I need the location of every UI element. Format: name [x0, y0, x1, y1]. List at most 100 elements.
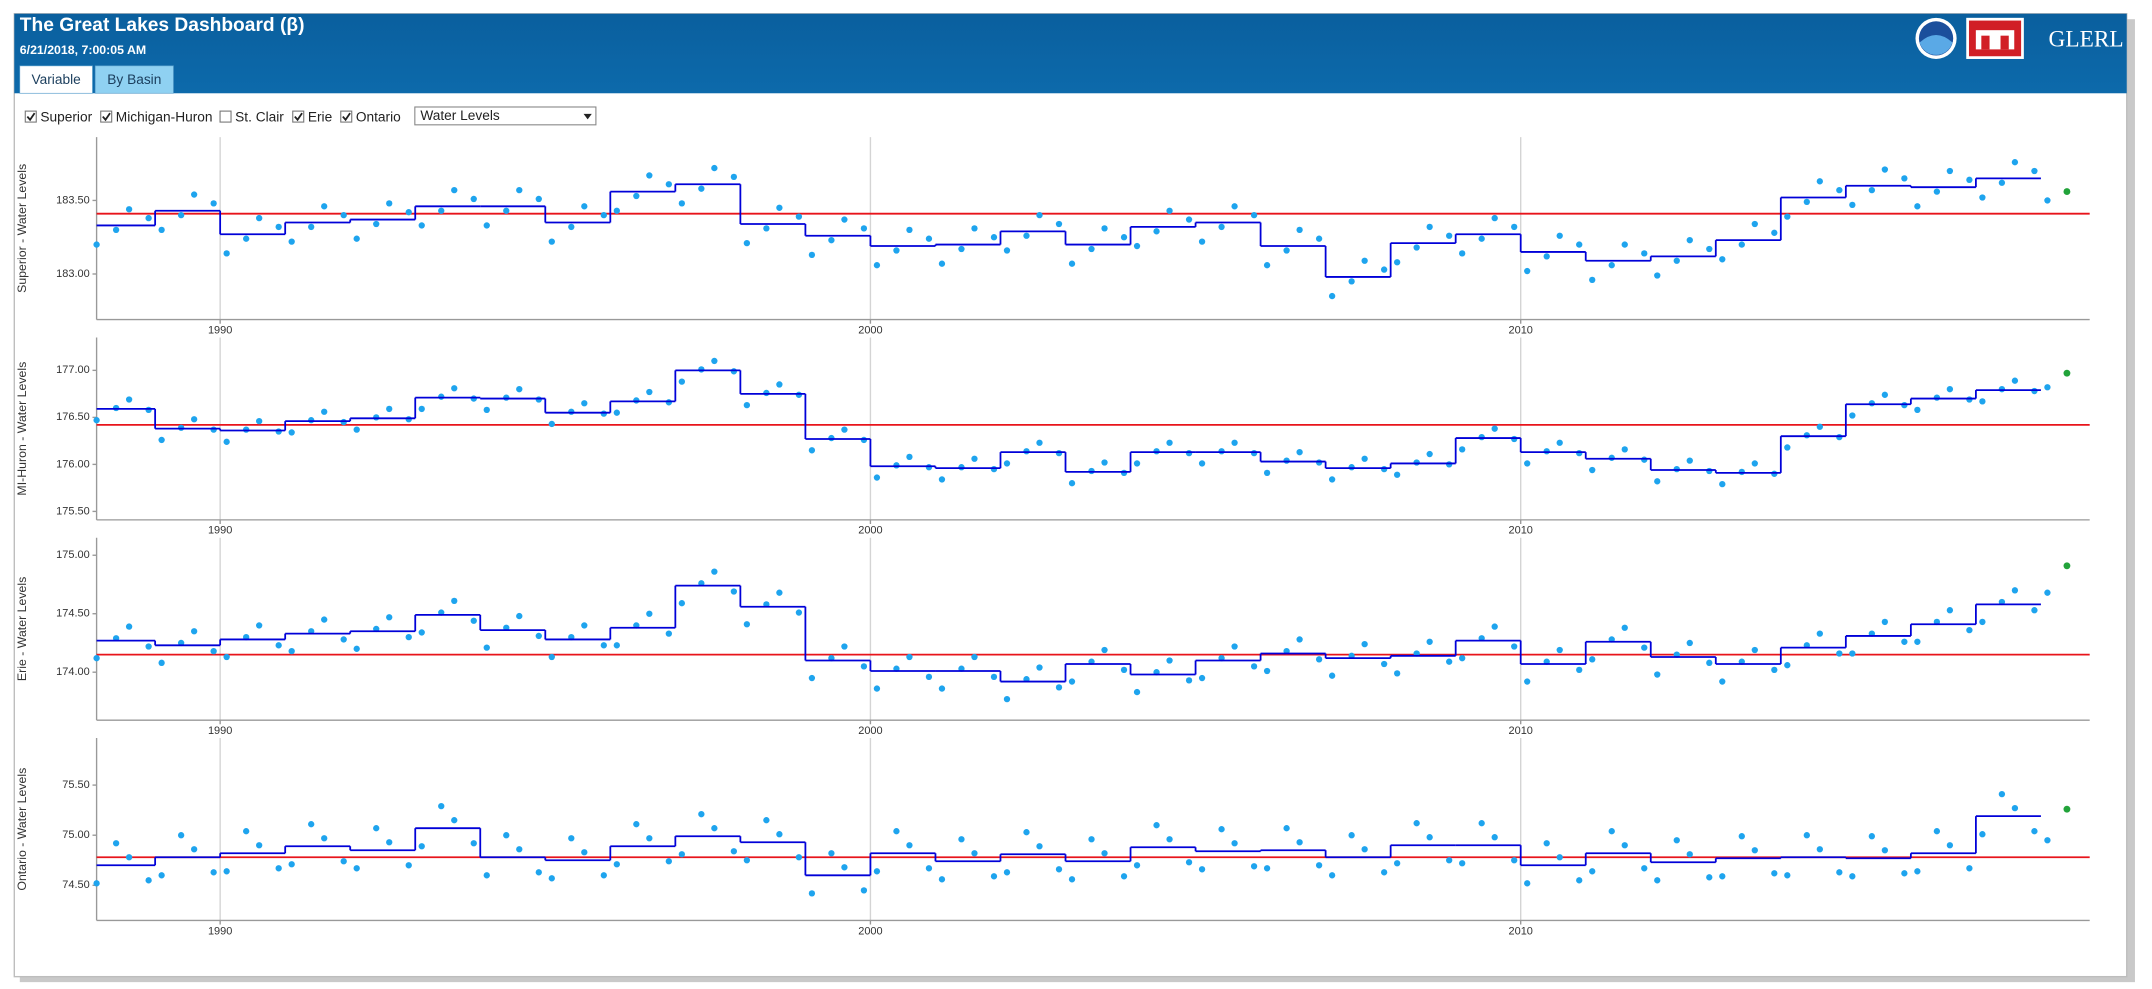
water-level-point: [1153, 822, 1160, 829]
water-level-point: [275, 428, 282, 435]
tab-label[interactable]: Variable: [32, 72, 82, 87]
water-level-point: [1771, 470, 1778, 477]
lake-checkbox[interactable]: Erie: [292, 110, 333, 125]
tab-bar: Variable By Basin: [19, 65, 174, 94]
checkbox[interactable]: [340, 110, 353, 123]
checkbox-label[interactable]: Michigan-Huron: [116, 110, 213, 125]
water-level-point: [711, 164, 718, 172]
water-level-point: [873, 262, 881, 269]
checkbox-label[interactable]: Superior: [40, 110, 92, 125]
water-level-point: [353, 865, 360, 872]
water-level-point: [860, 887, 868, 894]
checkbox[interactable]: [292, 110, 305, 123]
water-level-point: [938, 260, 946, 267]
water-level-point: [256, 417, 263, 425]
usace-logo: [1966, 17, 2024, 59]
water-level-point: [1185, 449, 1193, 457]
water-level-point: [125, 206, 133, 213]
water-level-point: [1153, 228, 1160, 235]
water-level-point: [177, 832, 185, 839]
water-level-point: [1380, 465, 1388, 473]
checkbox[interactable]: [24, 110, 37, 123]
checkbox-label[interactable]: Erie: [308, 110, 333, 125]
water-level-point: [646, 835, 653, 842]
water-level-point: [1868, 833, 1876, 840]
lake-chart: Erie - Water Levels 1990 2000 2010 174.00 174…: [15, 537, 2090, 737]
tab-background[interactable]: [19, 65, 93, 94]
lake-checkbox[interactable]: St. Clair: [219, 110, 284, 125]
water-level-point: [1361, 455, 1368, 462]
water-level-point: [1166, 439, 1173, 446]
water-level-point: [548, 238, 555, 245]
water-level-point: [1654, 478, 1661, 485]
tab-label[interactable]: By Basin: [107, 72, 161, 87]
water-level-point: [386, 614, 393, 621]
y-tick-label: 174.00: [56, 666, 90, 678]
water-level-point: [1120, 234, 1128, 241]
water-level-point: [125, 854, 133, 861]
water-level-point: [665, 399, 672, 406]
x-tick-label: 2000: [858, 725, 882, 737]
variable-select[interactable]: Water Levels: [414, 106, 597, 126]
water-level-point: [1836, 869, 1843, 876]
water-level-point: [145, 877, 152, 884]
water-level-point: [1816, 178, 1823, 185]
water-level-point: [1120, 666, 1128, 674]
checkmark: [102, 112, 111, 122]
x-tick-label: 2010: [1508, 725, 1532, 737]
dashboard-title: The Great Lakes Dashboard (β): [20, 15, 305, 36]
lake-checkbox[interactable]: Ontario: [340, 110, 401, 125]
water-level-point: [1511, 435, 1518, 443]
water-level-point: [1101, 850, 1108, 857]
water-level-point: [2011, 587, 2019, 594]
water-level-point: [1881, 166, 1889, 173]
water-level-point: [1621, 842, 1628, 849]
water-level-point: [1836, 433, 1843, 441]
select-value[interactable]: Water Levels: [420, 108, 500, 123]
water-level-point: [223, 250, 230, 257]
select-box[interactable]: [414, 106, 597, 126]
tab-background[interactable]: [94, 65, 174, 94]
water-level-point: [938, 685, 946, 692]
water-level-point: [210, 426, 217, 433]
water-level-point: [1478, 433, 1485, 441]
water-level-point: [1576, 877, 1583, 884]
lake-checkbox[interactable]: Superior: [24, 110, 93, 125]
water-level-point: [1393, 259, 1401, 266]
lake-chart: Ontario - Water Levels 1990 2000 2010 74.50 7…: [15, 737, 2090, 937]
water-level-point: [535, 396, 542, 403]
water-level-point: [516, 846, 523, 853]
y-tick-label: 177.00: [56, 364, 90, 376]
water-level-point: [698, 185, 705, 192]
water-level-point: [386, 405, 393, 413]
water-level-point: [581, 400, 588, 407]
water-level-point: [405, 862, 412, 869]
water-level-point: [1166, 207, 1173, 214]
checkbox[interactable]: [219, 110, 232, 123]
water-level-point: [1348, 832, 1355, 839]
water-level-point: [1283, 247, 1290, 254]
water-level-point: [613, 409, 620, 416]
water-level-point: [730, 588, 738, 595]
water-level-point: [288, 647, 295, 655]
water-level-point: [633, 821, 640, 828]
checkbox-label[interactable]: St. Clair: [235, 110, 284, 125]
water-level-point: [1556, 232, 1563, 239]
water-level-point: [2044, 197, 2051, 204]
water-level-point: [1608, 262, 1615, 269]
checkbox-label[interactable]: Ontario: [356, 110, 401, 125]
tab[interactable]: Variable: [19, 65, 93, 94]
water-level-point: [223, 653, 230, 661]
water-level-point: [1055, 220, 1063, 228]
water-level-point: [1524, 880, 1531, 887]
water-level-point: [1946, 167, 1954, 175]
tab[interactable]: By Basin: [94, 65, 174, 94]
water-level-point: [581, 849, 588, 856]
water-level-point: [1133, 688, 1141, 696]
water-level-point: [418, 405, 425, 413]
lake-checkbox[interactable]: Michigan-Huron: [100, 110, 213, 125]
water-level-point: [1784, 444, 1791, 451]
water-level-point: [1393, 670, 1401, 677]
checkbox[interactable]: [100, 110, 113, 123]
water-level-point: [1686, 237, 1693, 244]
